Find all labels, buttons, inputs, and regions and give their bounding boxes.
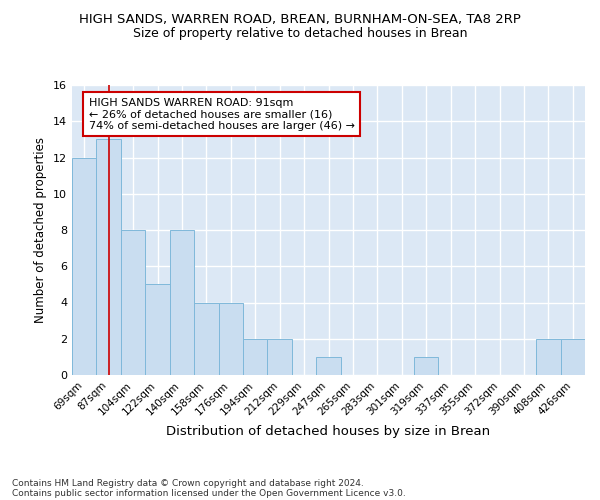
Bar <box>194 302 218 375</box>
Bar <box>243 339 268 375</box>
Bar <box>316 357 341 375</box>
Text: Contains HM Land Registry data © Crown copyright and database right 2024.: Contains HM Land Registry data © Crown c… <box>12 478 364 488</box>
Bar <box>268 339 292 375</box>
Bar <box>218 302 243 375</box>
Text: HIGH SANDS WARREN ROAD: 91sqm
← 26% of detached houses are smaller (16)
74% of s: HIGH SANDS WARREN ROAD: 91sqm ← 26% of d… <box>89 98 355 131</box>
Bar <box>536 339 560 375</box>
Bar <box>72 158 97 375</box>
Text: Size of property relative to detached houses in Brean: Size of property relative to detached ho… <box>133 28 467 40</box>
Text: HIGH SANDS, WARREN ROAD, BREAN, BURNHAM-ON-SEA, TA8 2RP: HIGH SANDS, WARREN ROAD, BREAN, BURNHAM-… <box>79 12 521 26</box>
Text: Contains public sector information licensed under the Open Government Licence v3: Contains public sector information licen… <box>12 488 406 498</box>
Bar <box>414 357 439 375</box>
Y-axis label: Number of detached properties: Number of detached properties <box>34 137 47 323</box>
Bar <box>560 339 585 375</box>
Bar <box>121 230 145 375</box>
Bar <box>97 140 121 375</box>
X-axis label: Distribution of detached houses by size in Brean: Distribution of detached houses by size … <box>166 425 491 438</box>
Bar <box>170 230 194 375</box>
Bar <box>145 284 170 375</box>
